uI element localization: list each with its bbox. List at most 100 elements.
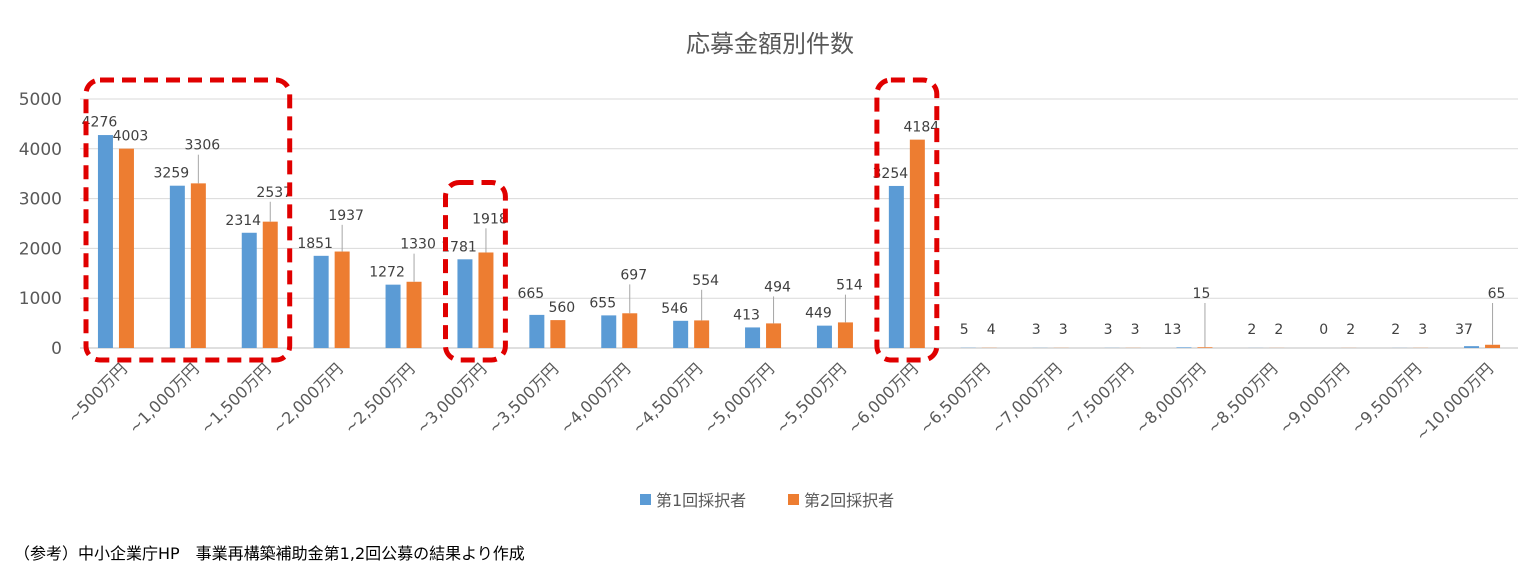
x-tick-label: ~4,500万円 <box>628 359 706 437</box>
x-tick-label: ~8,000万円 <box>1131 359 1209 437</box>
bar-series1 <box>241 232 257 348</box>
data-label-series1: 37 <box>1455 322 1473 338</box>
data-label-series2: 3 <box>1131 322 1140 338</box>
legend-label: 第2回採択者 <box>804 491 894 510</box>
data-label-series2: 3306 <box>185 138 221 154</box>
y-tick-label: 5000 <box>19 90 62 110</box>
x-tick-label: ~6,500万円 <box>916 359 994 437</box>
bar-series1 <box>97 135 113 348</box>
x-axis: ~500万円~1,000万円~1,500万円~2,000万円~2,500万円 ~3… <box>64 359 1497 444</box>
highlight-boxes <box>83 77 940 363</box>
bar-series1 <box>888 185 904 348</box>
data-label-series1: 655 <box>589 295 616 311</box>
bar-series2 <box>766 323 782 348</box>
x-tick-label: ~3,500万円 <box>484 359 562 437</box>
legend-swatch <box>640 494 651 505</box>
bar-series1 <box>673 320 689 348</box>
x-tick-label: ~7,500万円 <box>1059 359 1137 437</box>
bar-series2 <box>334 251 350 348</box>
bar-series1 <box>601 315 617 348</box>
x-tick-label: ~5,500万円 <box>772 359 850 437</box>
data-label-series2: 1937 <box>328 208 364 224</box>
data-label-series2: 2 <box>1274 322 1283 338</box>
data-label-series2: 65 <box>1488 286 1506 302</box>
bar-series2 <box>118 148 134 348</box>
legend-swatch <box>788 494 799 505</box>
legend-label: 第1回採択者 <box>656 491 746 510</box>
bar-series2 <box>478 252 494 348</box>
bar-series2 <box>837 322 853 348</box>
chart-title: 応募金額別件数 <box>686 30 854 58</box>
bar-series2 <box>1197 347 1213 348</box>
bar-series1 <box>1464 346 1480 348</box>
data-label-series1: 2 <box>1391 322 1400 338</box>
highlight-box <box>443 179 508 363</box>
x-tick-label: ~2,500万円 <box>340 359 418 437</box>
data-label-series2: 1918 <box>472 211 508 227</box>
data-label-series1: 413 <box>733 307 760 323</box>
data-label-series2: 3 <box>1418 322 1427 338</box>
x-tick-label: ~10,000万円 <box>1412 359 1497 444</box>
bar-series1 <box>745 327 761 348</box>
data-label-series2: 494 <box>764 279 791 295</box>
data-label-series1: 1851 <box>297 236 333 252</box>
data-label-series1: 1272 <box>369 265 405 281</box>
data-label-series1: 4276 <box>82 115 118 131</box>
data-label-series1: 5 <box>960 322 969 338</box>
data-label-series1: 3259 <box>154 166 190 182</box>
bar-series2 <box>550 320 566 348</box>
data-label-series2: 2 <box>1346 322 1355 338</box>
data-label-series2: 4 <box>987 322 996 338</box>
x-tick-label: ~1,000万円 <box>125 359 203 437</box>
legend: 第1回採択者 第2回採択者 <box>640 491 894 510</box>
x-tick-label: ~7,000万円 <box>988 359 1066 437</box>
x-tick-label: ~5,000万円 <box>700 359 778 437</box>
x-tick-label: ~6,000万円 <box>844 359 922 437</box>
bar-series1 <box>1176 347 1192 348</box>
data-label-series1: 449 <box>805 306 832 322</box>
y-axis: 0 1000 2000 3000 4000 5000 <box>19 90 62 359</box>
data-label-series2: 697 <box>620 267 647 283</box>
data-label-series2: 514 <box>836 278 863 294</box>
data-label-series1: 2 <box>1247 322 1256 338</box>
data-label-series1: 0 <box>1319 322 1328 338</box>
bar-series2 <box>622 313 638 348</box>
bar-series1 <box>313 255 329 348</box>
x-tick-label: ~9,500万円 <box>1347 359 1425 437</box>
x-tick-label: ~1,500万円 <box>197 359 275 437</box>
data-label-series1: 3254 <box>873 166 909 182</box>
y-tick-label: 2000 <box>19 239 62 259</box>
x-tick-label: ~500万円 <box>64 359 131 426</box>
bar-series2 <box>406 281 422 348</box>
data-label-series1: 665 <box>517 286 544 302</box>
data-label-series1: 1781 <box>441 239 477 255</box>
highlight-box <box>83 77 293 363</box>
bar-series2 <box>909 139 925 348</box>
data-label-series1: 546 <box>661 301 688 317</box>
y-tick-label: 0 <box>51 339 62 359</box>
data-label-series2: 4184 <box>904 120 940 136</box>
bar-series2 <box>1485 344 1501 348</box>
bar-series1 <box>457 259 473 348</box>
y-tick-label: 4000 <box>19 140 62 160</box>
data-labels: 4276400332593306231425371851193712721330… <box>82 115 1506 348</box>
data-label-series2: 2537 <box>256 185 292 201</box>
bars <box>97 135 1501 348</box>
x-tick-label: ~9,000万円 <box>1275 359 1353 437</box>
data-label-series2: 4003 <box>113 129 149 145</box>
bar-series1 <box>385 284 401 348</box>
x-tick-label: ~4,000万円 <box>556 359 634 437</box>
x-tick-label: ~2,000万円 <box>269 359 347 437</box>
y-tick-label: 3000 <box>19 190 62 210</box>
gridlines <box>80 98 1518 349</box>
data-label-series1: 3 <box>1104 322 1113 338</box>
highlight-box <box>874 77 940 363</box>
y-tick-label: 1000 <box>19 289 62 309</box>
data-label-series1: 3 <box>1032 322 1041 338</box>
data-label-series2: 15 <box>1193 286 1211 302</box>
bar-series1 <box>169 185 185 348</box>
data-label-series1: 13 <box>1164 322 1182 338</box>
source-footnote: （参考）中小企業庁HP 事業再構築補助金第1,2回公募の結果より作成 <box>14 544 525 563</box>
bar-series2 <box>262 221 278 348</box>
data-label-series2: 554 <box>692 273 719 289</box>
